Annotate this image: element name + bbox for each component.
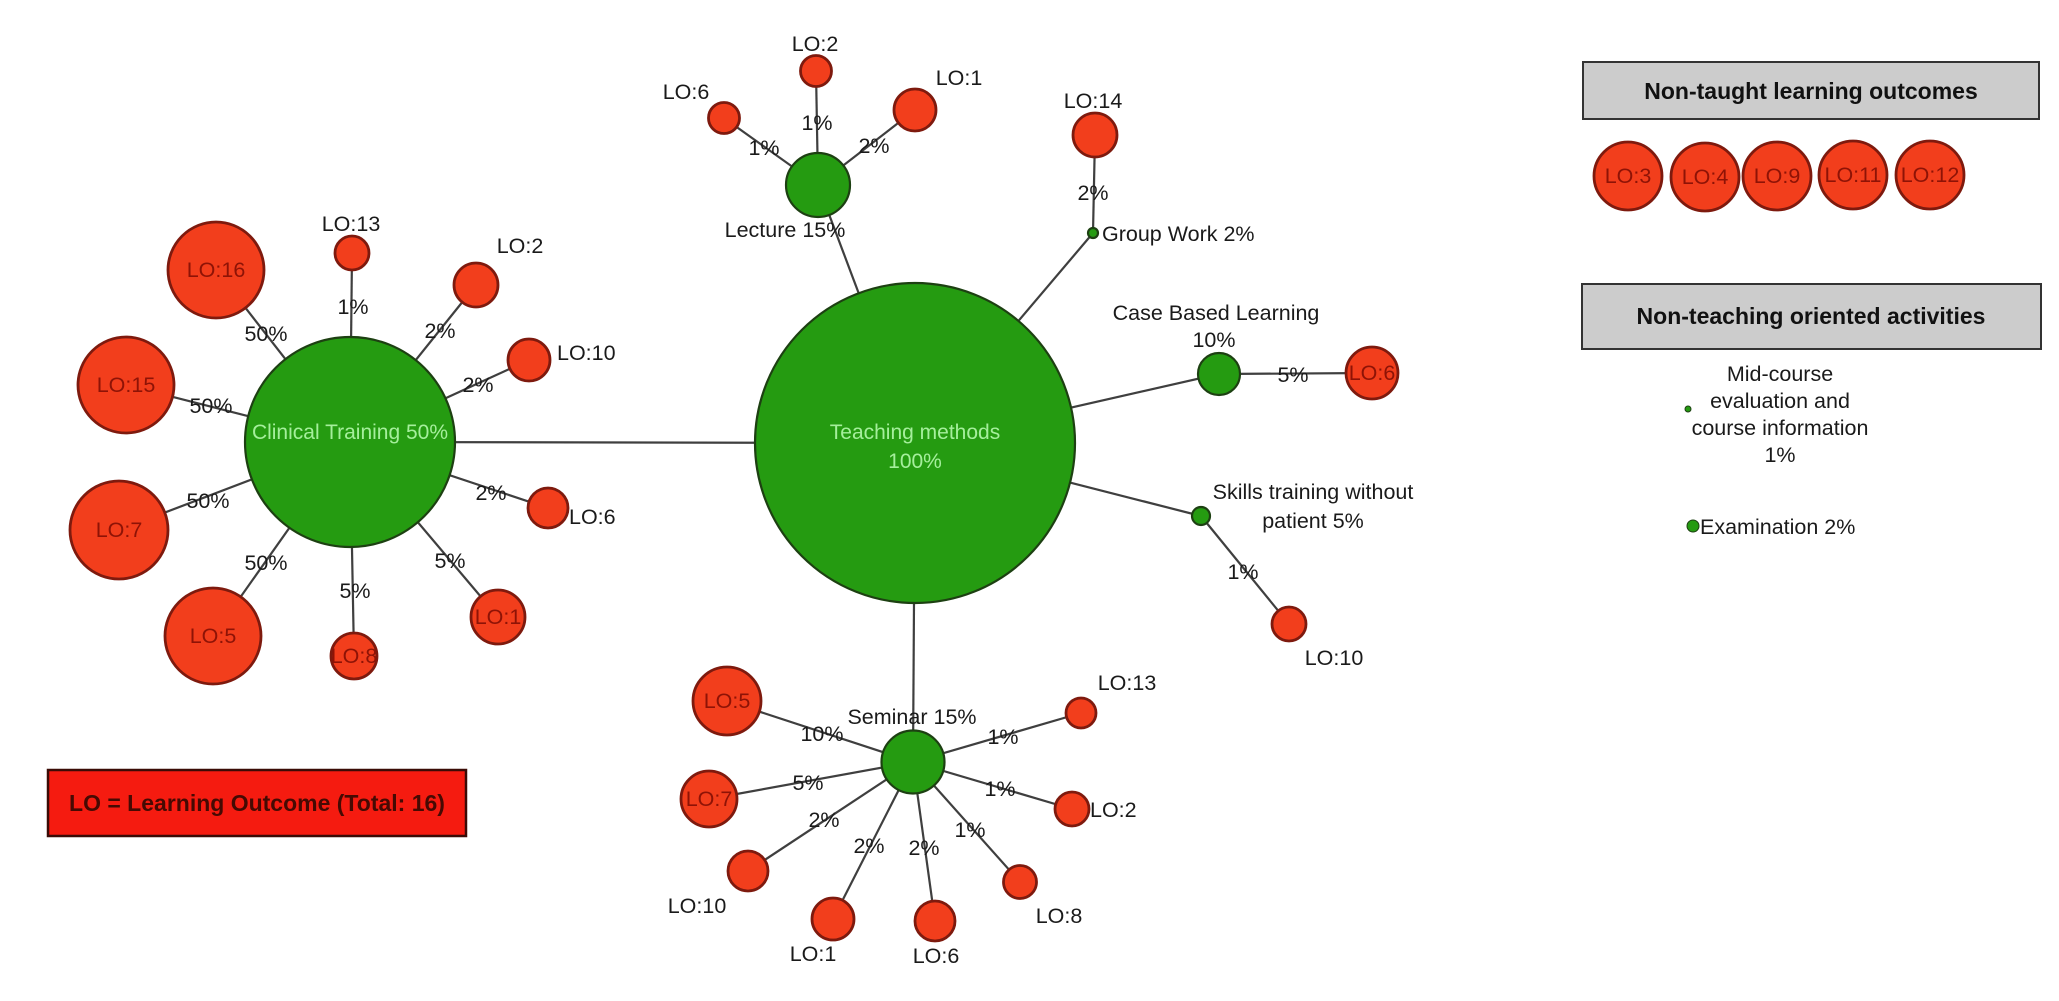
svg-text:5%: 5% [339, 579, 370, 603]
svg-text:Teaching methods: Teaching methods [830, 421, 1000, 444]
svg-text:2%: 2% [858, 134, 889, 158]
svg-text:2%: 2% [462, 373, 493, 397]
svg-text:LO:12: LO:12 [1901, 163, 1960, 187]
svg-text:LO:10: LO:10 [668, 894, 727, 918]
svg-text:Non-teaching oriented activiti: Non-teaching oriented activities [1637, 303, 1986, 329]
svg-text:LO:10: LO:10 [1305, 646, 1364, 670]
svg-text:LO:2: LO:2 [497, 234, 544, 258]
svg-text:LO:16: LO:16 [187, 258, 246, 282]
svg-text:LO:5: LO:5 [704, 689, 751, 713]
svg-text:Case Based Learning: Case Based Learning [1113, 301, 1320, 325]
svg-text:50%: 50% [189, 394, 232, 418]
svg-text:50%: 50% [244, 551, 287, 575]
svg-text:2%: 2% [475, 481, 506, 505]
svg-text:1%: 1% [987, 725, 1018, 749]
svg-text:5%: 5% [434, 549, 465, 573]
svg-text:1%: 1% [1227, 560, 1258, 584]
svg-text:Skills training without: Skills training without [1213, 480, 1414, 504]
svg-text:100%: 100% [888, 450, 942, 473]
svg-text:Clinical Training 50%: Clinical Training 50% [252, 421, 448, 444]
svg-text:LO:9: LO:9 [1754, 164, 1801, 188]
svg-text:LO:1: LO:1 [475, 605, 522, 629]
svg-text:LO:1: LO:1 [936, 66, 983, 90]
svg-text:5%: 5% [1277, 363, 1308, 387]
svg-text:10%: 10% [1192, 328, 1235, 352]
svg-text:10%: 10% [800, 722, 843, 746]
svg-text:1%: 1% [984, 777, 1015, 801]
svg-text:LO:2: LO:2 [1090, 798, 1137, 822]
svg-text:LO:7: LO:7 [686, 787, 733, 811]
svg-text:Group Work 2%: Group Work 2% [1102, 222, 1255, 246]
svg-text:LO:8: LO:8 [331, 644, 378, 668]
svg-text:1%: 1% [1764, 443, 1795, 467]
svg-text:50%: 50% [186, 489, 229, 513]
svg-text:Lecture 15%: Lecture 15% [725, 218, 846, 242]
svg-text:2%: 2% [908, 836, 939, 860]
svg-text:1%: 1% [748, 136, 779, 160]
svg-text:LO:6: LO:6 [569, 505, 616, 529]
svg-text:Examination 2%: Examination 2% [1700, 515, 1855, 539]
svg-text:evaluation and: evaluation and [1710, 389, 1850, 413]
svg-text:5%: 5% [792, 771, 823, 795]
svg-text:2%: 2% [1077, 181, 1108, 205]
svg-text:LO:6: LO:6 [663, 80, 710, 104]
svg-text:2%: 2% [853, 834, 884, 858]
svg-text:LO:7: LO:7 [96, 518, 143, 542]
svg-text:50%: 50% [244, 322, 287, 346]
svg-text:LO:6: LO:6 [1349, 361, 1396, 385]
svg-text:LO:10: LO:10 [557, 341, 616, 365]
svg-text:LO:8: LO:8 [1036, 904, 1083, 928]
svg-text:LO:15: LO:15 [97, 373, 156, 397]
svg-text:Non-taught learning outcomes: Non-taught learning outcomes [1644, 78, 1978, 104]
svg-text:LO:6: LO:6 [913, 944, 960, 968]
svg-text:LO:11: LO:11 [1825, 163, 1882, 187]
svg-text:1%: 1% [337, 295, 368, 319]
svg-text:LO:14: LO:14 [1064, 89, 1123, 113]
svg-text:LO:1: LO:1 [790, 942, 837, 966]
svg-text:Mid-course: Mid-course [1727, 362, 1833, 386]
svg-text:course information: course information [1692, 416, 1869, 440]
svg-text:LO:5: LO:5 [190, 624, 237, 648]
svg-text:patient 5%: patient 5% [1262, 509, 1364, 533]
svg-text:2%: 2% [424, 319, 455, 343]
svg-text:LO:2: LO:2 [792, 32, 839, 56]
svg-text:LO:3: LO:3 [1605, 164, 1652, 188]
svg-text:LO:4: LO:4 [1682, 165, 1729, 189]
svg-text:1%: 1% [801, 111, 832, 135]
svg-text:2%: 2% [808, 808, 839, 832]
svg-text:Seminar 15%: Seminar 15% [847, 705, 976, 729]
svg-text:LO:13: LO:13 [322, 212, 381, 236]
svg-text:1%: 1% [954, 818, 985, 842]
svg-text:LO = Learning Outcome (Total:: LO = Learning Outcome (Total: 16) [69, 790, 445, 816]
svg-text:LO:13: LO:13 [1098, 671, 1157, 695]
